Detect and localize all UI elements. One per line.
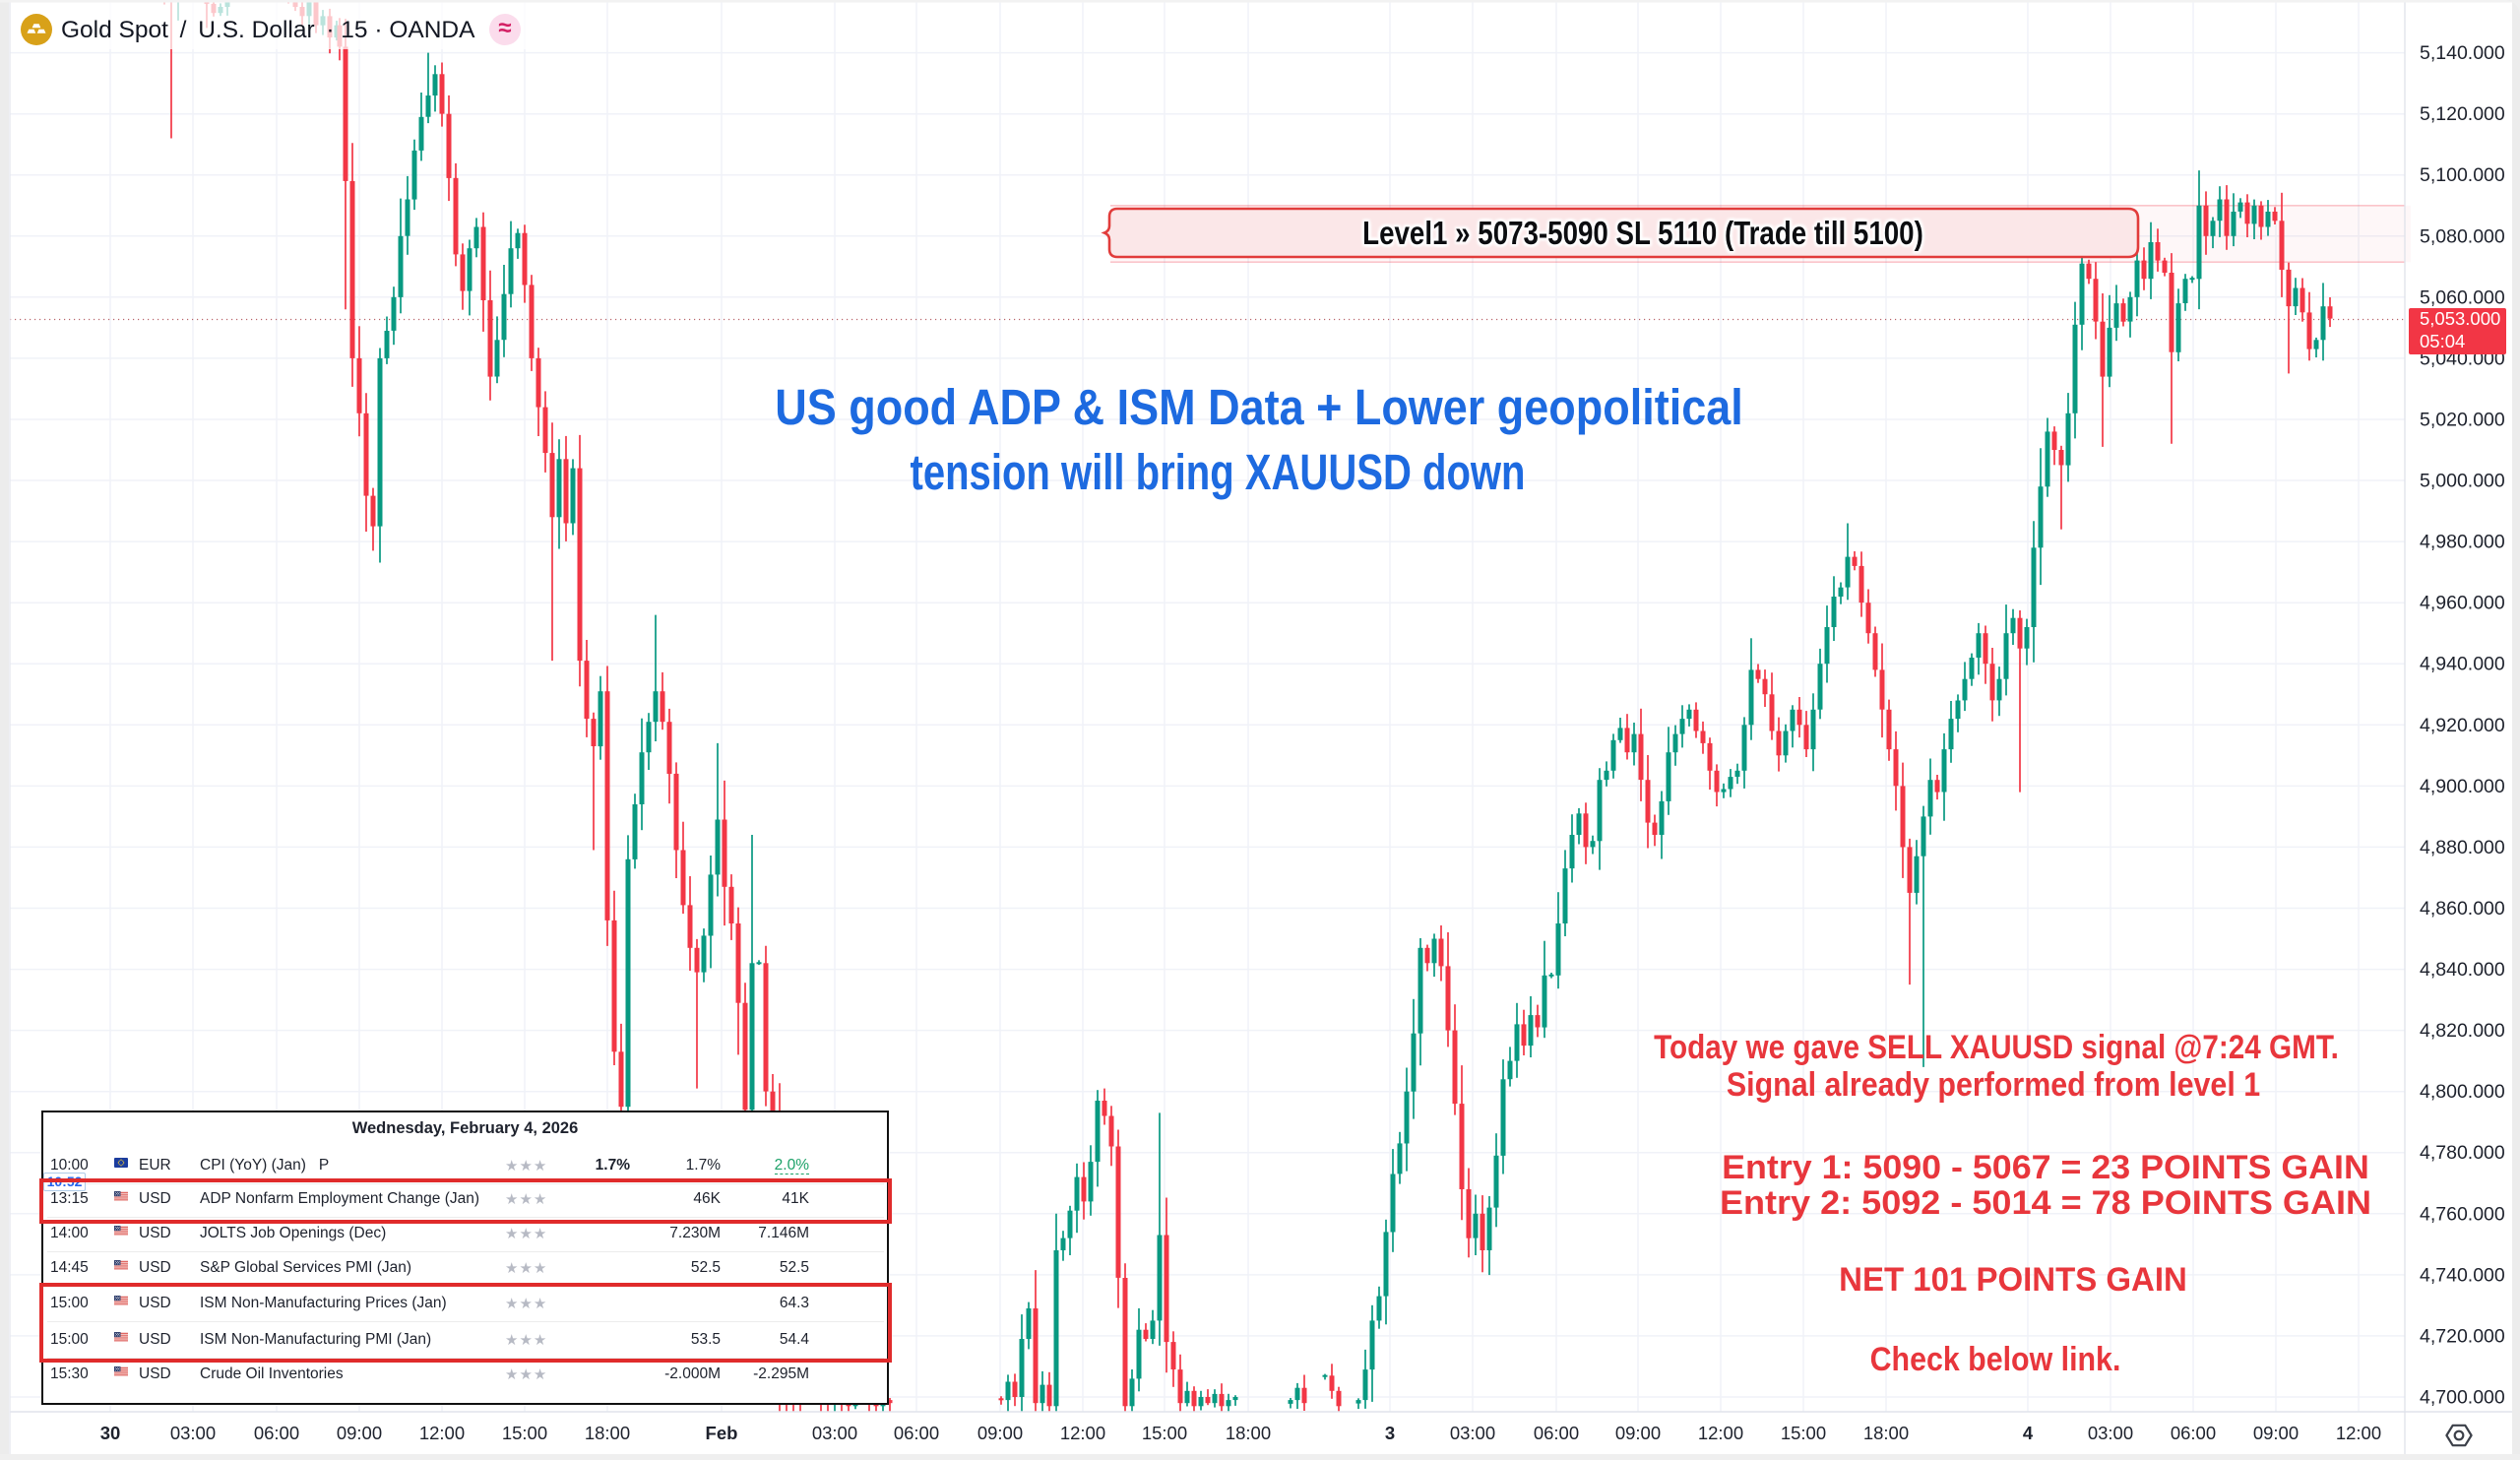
svg-text:4,980.000: 4,980.000 bbox=[2420, 532, 2505, 553]
svg-text:18:00: 18:00 bbox=[1226, 1423, 1271, 1443]
svg-text:03:00: 03:00 bbox=[170, 1423, 216, 1443]
svg-text:12:00: 12:00 bbox=[1698, 1423, 1743, 1443]
svg-text:09:00: 09:00 bbox=[1615, 1423, 1661, 1443]
svg-text:4,920.000: 4,920.000 bbox=[2420, 715, 2505, 736]
svg-text:05:04: 05:04 bbox=[2420, 331, 2465, 351]
svg-text:15:00: 15:00 bbox=[502, 1423, 547, 1443]
svg-text:4,760.000: 4,760.000 bbox=[2420, 1203, 2505, 1225]
svg-text:5,060.000: 5,060.000 bbox=[2420, 286, 2505, 308]
svg-text:5,053.000: 5,053.000 bbox=[2420, 308, 2500, 329]
svg-text:09:00: 09:00 bbox=[2253, 1423, 2299, 1443]
svg-text:5,120.000: 5,120.000 bbox=[2420, 103, 2505, 125]
svg-text:30: 30 bbox=[100, 1423, 121, 1443]
svg-text:15:00: 15:00 bbox=[1142, 1423, 1187, 1443]
svg-text:12:00: 12:00 bbox=[2336, 1423, 2381, 1443]
svg-text:4,960.000: 4,960.000 bbox=[2420, 593, 2505, 614]
svg-text:4: 4 bbox=[2023, 1423, 2034, 1443]
svg-text:5,140.000: 5,140.000 bbox=[2420, 42, 2505, 64]
svg-text:03:00: 03:00 bbox=[2088, 1423, 2133, 1443]
svg-text:4,800.000: 4,800.000 bbox=[2420, 1081, 2505, 1103]
svg-text:18:00: 18:00 bbox=[585, 1423, 630, 1443]
svg-text:18:00: 18:00 bbox=[1863, 1423, 1909, 1443]
svg-text:4,940.000: 4,940.000 bbox=[2420, 654, 2505, 675]
svg-text:4,820.000: 4,820.000 bbox=[2420, 1020, 2505, 1042]
svg-text:06:00: 06:00 bbox=[2171, 1423, 2216, 1443]
svg-text:06:00: 06:00 bbox=[894, 1423, 939, 1443]
svg-text:4,900.000: 4,900.000 bbox=[2420, 776, 2505, 797]
svg-text:4,720.000: 4,720.000 bbox=[2420, 1325, 2505, 1347]
svg-text:4,860.000: 4,860.000 bbox=[2420, 898, 2505, 920]
svg-text:5,000.000: 5,000.000 bbox=[2420, 471, 2505, 492]
svg-text:09:00: 09:00 bbox=[337, 1423, 382, 1443]
svg-text:4,700.000: 4,700.000 bbox=[2420, 1387, 2505, 1409]
svg-text:5,020.000: 5,020.000 bbox=[2420, 410, 2505, 431]
svg-text:Feb: Feb bbox=[706, 1423, 738, 1443]
svg-text:4,780.000: 4,780.000 bbox=[2420, 1142, 2505, 1164]
svg-text:12:00: 12:00 bbox=[419, 1423, 465, 1443]
svg-text:4,740.000: 4,740.000 bbox=[2420, 1264, 2505, 1286]
svg-text:06:00: 06:00 bbox=[254, 1423, 299, 1443]
svg-text:09:00: 09:00 bbox=[977, 1423, 1023, 1443]
svg-text:06:00: 06:00 bbox=[1534, 1423, 1579, 1443]
svg-text:4,840.000: 4,840.000 bbox=[2420, 959, 2505, 981]
svg-text:5,080.000: 5,080.000 bbox=[2420, 225, 2505, 247]
svg-text:4,880.000: 4,880.000 bbox=[2420, 837, 2505, 858]
svg-text:3: 3 bbox=[1385, 1423, 1395, 1443]
svg-text:12:00: 12:00 bbox=[1060, 1423, 1105, 1443]
svg-text:03:00: 03:00 bbox=[812, 1423, 857, 1443]
svg-text:03:00: 03:00 bbox=[1450, 1423, 1495, 1443]
svg-text:5,100.000: 5,100.000 bbox=[2420, 164, 2505, 186]
svg-text:15:00: 15:00 bbox=[1781, 1423, 1826, 1443]
